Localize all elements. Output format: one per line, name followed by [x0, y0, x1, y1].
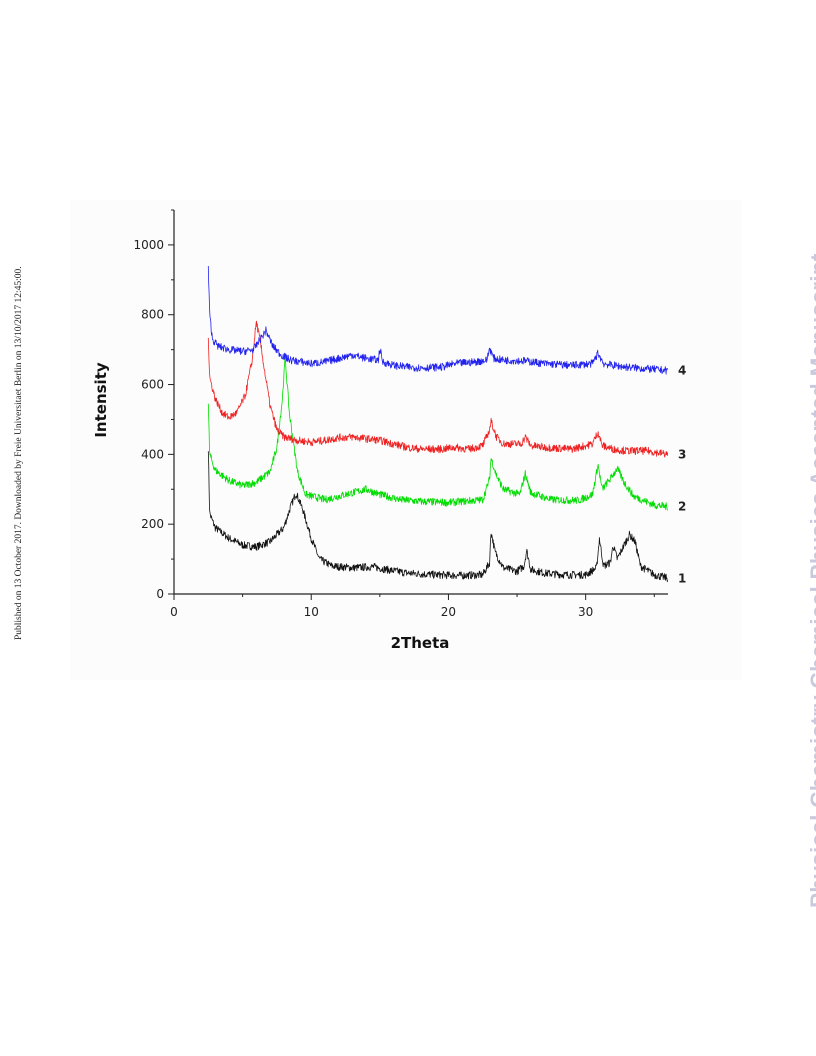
series-line-2 — [207, 354, 668, 511]
series-label-3: 3 — [678, 447, 686, 461]
publication-note: Published on 13 October 2017. Downloaded… — [14, 266, 24, 640]
x-tick-label: 10 — [304, 605, 319, 619]
series-label-2: 2 — [678, 500, 686, 514]
xrd-figure: Intensity 2Theta 0 200 400 600 800 1000 0 10 20 3… — [70, 200, 742, 680]
journal-watermark: Physical Chemistry Chemical Physics Acce… — [806, 253, 816, 908]
x-tick-label: 0 — [170, 605, 178, 619]
x-tick-label: 20 — [441, 605, 456, 619]
y-tick-label: 0 — [156, 587, 164, 601]
y-axis-label: Intensity — [92, 362, 110, 438]
y-tick-label: 400 — [141, 447, 164, 461]
series-label-1: 1 — [678, 571, 686, 585]
y-tick-label: 200 — [141, 517, 164, 531]
x-tick-label: 30 — [578, 605, 593, 619]
series-label-4: 4 — [678, 364, 686, 378]
series-line-3 — [207, 320, 669, 458]
y-tick-label: 600 — [141, 378, 164, 392]
x-axis-label: 2Theta — [391, 634, 450, 652]
series-line-4 — [207, 265, 669, 375]
y-tick-label: 1000 — [133, 238, 164, 252]
y-tick-label: 800 — [141, 308, 164, 322]
xrd-chart: Intensity 2Theta 0 200 400 600 800 1000 0 10 20 3… — [92, 209, 686, 652]
series-line-1 — [207, 451, 669, 583]
